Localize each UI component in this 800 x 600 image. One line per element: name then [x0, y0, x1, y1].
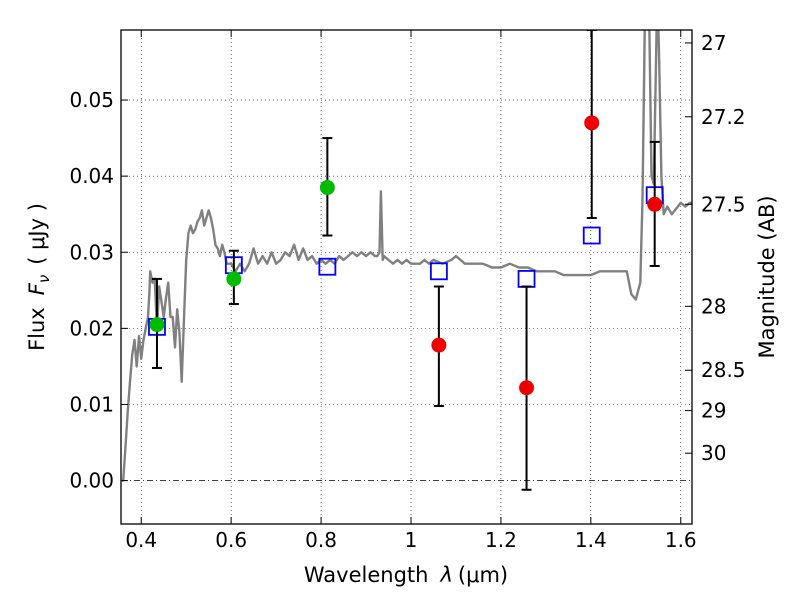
- right-tick-label: 28.5: [701, 358, 746, 382]
- y-tick-label: 0.05: [69, 88, 114, 112]
- axis-ticks: 0.4 0.6 0.8 1 1.2 1.4 1.6 0.00 0.01 0.02 0.03 0.04 0…: [69, 30, 746, 552]
- y-tick-label: 0.03: [69, 240, 114, 264]
- right-tick-label: 28: [701, 294, 726, 318]
- right-tick-label: 27: [701, 31, 726, 55]
- y-tick-label: 0.02: [69, 316, 114, 340]
- right-tick-label: 27.2: [701, 105, 746, 129]
- x-tick-label: 1.2: [485, 528, 517, 552]
- non-detection-point: [519, 380, 535, 396]
- plot-background: [121, 30, 692, 524]
- y-axis-label-prefix: Flux: [25, 307, 49, 351]
- x-tick-label: 0.6: [215, 528, 247, 552]
- plot-marks: [121, 30, 692, 491]
- y-axis-label-symbol: F: [25, 282, 49, 295]
- non-detection-point: [584, 115, 600, 131]
- right-tick-label: 30: [701, 441, 726, 465]
- y-tick-label: 0.04: [69, 164, 114, 188]
- right-axis-label: Magnitude (AB): [755, 195, 779, 358]
- y-axis-label-unit: ( μJy ): [25, 203, 49, 265]
- non-detection-point: [431, 337, 447, 353]
- y-tick-label: 0.01: [69, 392, 114, 416]
- y-tick-label: 0.00: [69, 469, 114, 493]
- x-tick-label: 0.8: [305, 528, 337, 552]
- model-photometry-square: [318, 257, 337, 276]
- y-axis-label-subscript: ν: [35, 275, 53, 283]
- model-sed-line: [121, 30, 692, 482]
- x-axis-label-prefix: Wavelength: [304, 563, 429, 587]
- detection-point: [226, 271, 242, 287]
- right-tick-label: 27.5: [701, 192, 746, 216]
- x-tick-label: 1.6: [665, 528, 697, 552]
- plot-frame: [120, 29, 693, 525]
- model-photometry-square: [582, 226, 601, 245]
- model-photometry-square: [429, 262, 448, 281]
- x-tick-label: 1: [405, 528, 418, 552]
- x-tick-label: 0.4: [125, 528, 157, 552]
- x-axis-label-symbol: λ: [439, 563, 452, 587]
- non-detection-point: [647, 196, 663, 212]
- y-axis-label: Flux Fν ( μJy ): [25, 203, 53, 351]
- x-tick-label: 1.4: [575, 528, 607, 552]
- right-tick-label: 29: [701, 399, 726, 423]
- x-axis-label: Wavelength λ (μm): [304, 563, 508, 587]
- x-axis-label-unit: (μm): [458, 563, 508, 587]
- detection-point: [149, 317, 165, 333]
- detection-point: [319, 180, 335, 196]
